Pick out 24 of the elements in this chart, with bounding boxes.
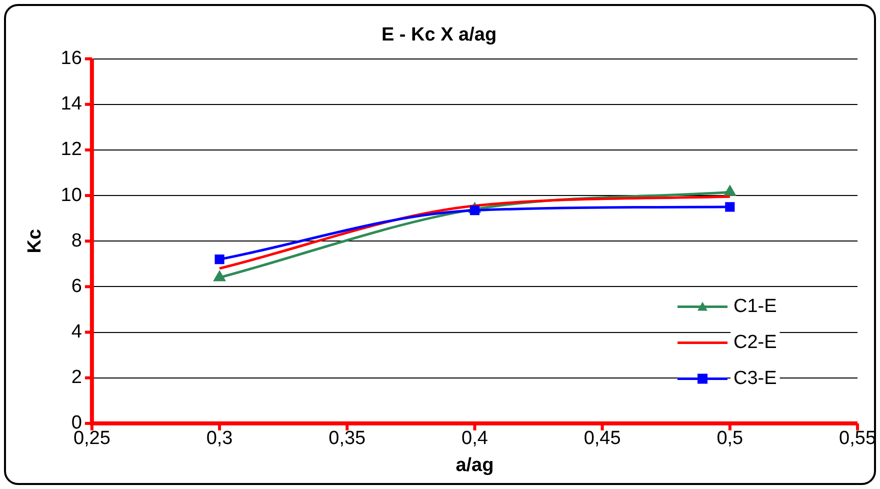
- y-tick-label: 10: [60, 184, 82, 206]
- x-tick-label: 0,35: [328, 428, 366, 450]
- legend-label: C3-E: [734, 368, 777, 389]
- y-tick-label: 14: [60, 94, 82, 115]
- chart-title: E - Kc X a/ag: [381, 24, 497, 46]
- y-tick-label: 12: [60, 139, 82, 160]
- y-axis-title: Kc: [24, 228, 46, 254]
- point: [470, 206, 480, 216]
- x-axis-title: a/ag: [456, 454, 494, 476]
- legend-label: C2-E: [734, 332, 777, 353]
- y-tick-label: 4: [71, 321, 82, 342]
- point: [725, 202, 735, 212]
- legend-label: C1-E: [734, 296, 777, 317]
- x-tick-label: 0,45: [584, 428, 621, 450]
- x-tick-label: 0,4: [462, 428, 488, 450]
- x-tick-label: 0,5: [716, 428, 744, 450]
- y-tick-label: 6: [71, 276, 82, 297]
- point: [214, 254, 224, 264]
- y-tick-label: 2: [71, 367, 82, 388]
- y-tick-label: 16: [60, 48, 82, 70]
- point: [214, 271, 226, 282]
- x-tick-label: 0,55: [839, 428, 876, 450]
- x-tick-label: 0,3: [206, 428, 233, 450]
- y-tick-label: 8: [71, 230, 82, 252]
